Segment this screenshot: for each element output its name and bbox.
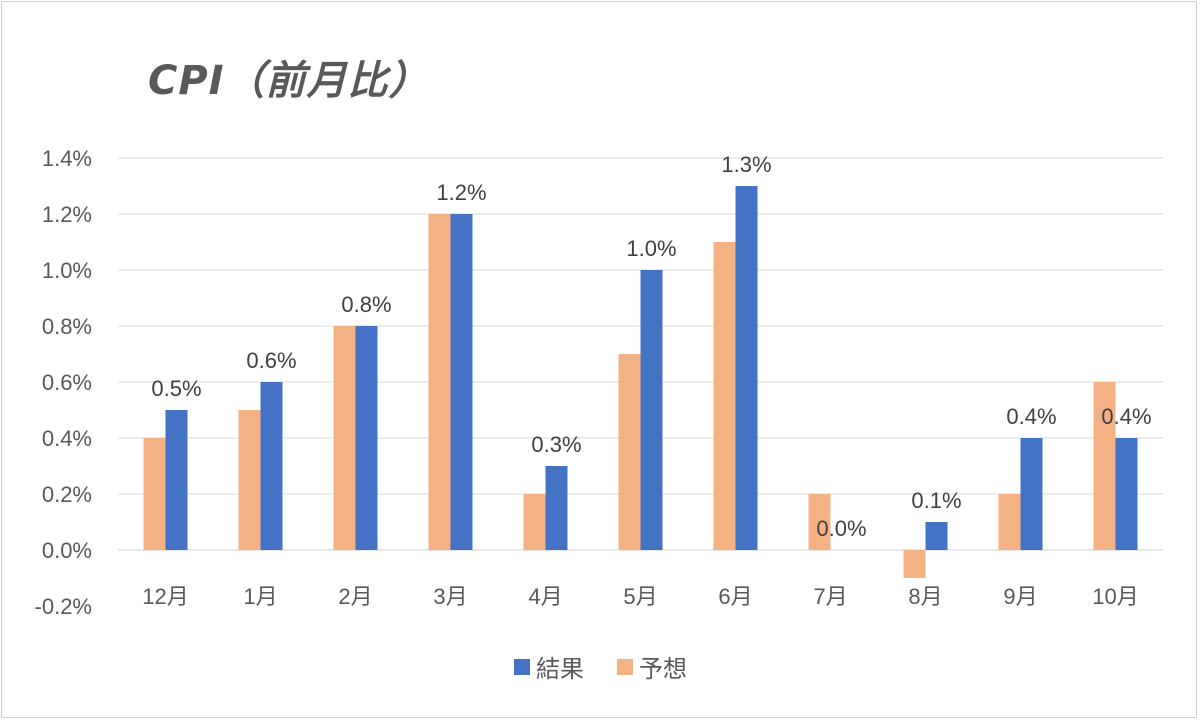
data-label: 0.6% xyxy=(246,348,296,373)
bar-result xyxy=(1115,438,1138,550)
legend-label-result: 結果 xyxy=(536,655,584,683)
bar-forecast xyxy=(428,214,451,550)
bar-result xyxy=(260,382,283,550)
data-label: 0.3% xyxy=(531,432,581,457)
x-tick-label: 10月 xyxy=(1092,584,1138,609)
bar-result xyxy=(355,326,378,550)
bar-forecast xyxy=(618,354,641,550)
y-tick-label: 0.2% xyxy=(42,482,92,507)
bar-result xyxy=(165,410,188,550)
bar-result xyxy=(925,522,948,550)
bar-result xyxy=(1020,438,1043,550)
y-tick-label: -0.2% xyxy=(35,594,92,619)
x-tick-label: 2月 xyxy=(338,584,372,609)
legend: 結果 予想 xyxy=(514,655,687,683)
x-tick-label: 7月 xyxy=(813,584,847,609)
bar-forecast xyxy=(238,410,261,550)
x-tick-label: 3月 xyxy=(433,584,467,609)
data-label: 0.1% xyxy=(911,488,961,513)
y-tick-label: 1.4% xyxy=(42,146,92,171)
data-label: 1.3% xyxy=(721,152,771,177)
y-tick-label: 1.0% xyxy=(42,258,92,283)
y-tick-label: 1.2% xyxy=(42,202,92,227)
y-tick-label: 0.4% xyxy=(42,426,92,451)
x-tick-label: 8月 xyxy=(908,584,942,609)
data-label: 0.8% xyxy=(341,292,391,317)
legend-swatch-forecast xyxy=(617,659,633,675)
x-axis-labels: 12月 1月 2月 3月 4月 5月 6月 7月 8月 9月 10月 xyxy=(142,584,1138,609)
x-tick-label: 4月 xyxy=(528,584,562,609)
x-tick-label: 6月 xyxy=(718,584,752,609)
y-tick-label: 0.6% xyxy=(42,370,92,395)
bar-forecast xyxy=(523,494,546,550)
legend-label-forecast: 予想 xyxy=(639,655,687,683)
data-label: 0.5% xyxy=(151,376,201,401)
bar-result xyxy=(735,186,758,550)
x-tick-label: 9月 xyxy=(1003,584,1037,609)
data-label: 0.0% xyxy=(816,516,866,541)
data-labels: 0.5% 0.6% 0.8% 1.2% 0.3% 1.0% 1.3% 0.0% 0.1% 0.4%… xyxy=(151,152,1151,541)
x-tick-label: 5月 xyxy=(623,584,657,609)
x-tick-label: 12月 xyxy=(142,584,188,609)
bar-forecast xyxy=(333,326,356,550)
y-tick-label: 0.0% xyxy=(42,538,92,563)
bar-forecast xyxy=(713,242,736,550)
data-label: 1.2% xyxy=(436,180,486,205)
x-tick-label: 1月 xyxy=(243,584,277,609)
bar-result xyxy=(450,214,473,550)
bar-forecast xyxy=(808,494,831,550)
bar-forecast xyxy=(998,494,1021,550)
bar-result xyxy=(640,270,663,550)
bar-forecast xyxy=(1093,382,1116,550)
data-label: 1.0% xyxy=(626,236,676,261)
bars xyxy=(143,186,1138,578)
chart-title: CPI（前月比） xyxy=(148,58,430,104)
bar-result xyxy=(545,466,568,550)
data-label: 0.4% xyxy=(1006,404,1056,429)
bar-forecast xyxy=(903,550,926,578)
data-label: 0.4% xyxy=(1101,404,1151,429)
y-tick-label: 0.8% xyxy=(42,314,92,339)
bar-forecast xyxy=(143,438,166,550)
y-axis-ticks: 1.4% 1.2% 1.0% 0.8% 0.6% 0.4% 0.2% 0.0% -0.2% xyxy=(35,146,92,619)
legend-swatch-result xyxy=(514,659,530,675)
